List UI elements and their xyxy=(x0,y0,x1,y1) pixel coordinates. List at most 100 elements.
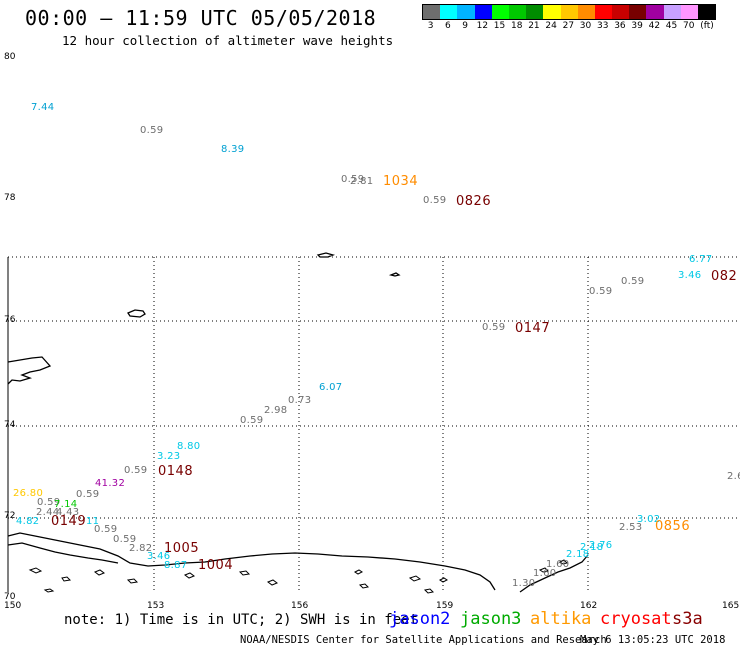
lake xyxy=(354,569,363,575)
wave-height-label: 0.59 xyxy=(341,174,365,185)
lake xyxy=(61,576,72,582)
time-label: 1034 xyxy=(383,174,419,189)
wave-height-label: 2.98 xyxy=(264,405,288,416)
satellite-legend-s3a: s3a xyxy=(672,609,703,629)
credit-line: NOAA/NESDIS Center for Satellite Applica… xyxy=(240,634,607,646)
colorbar-swatch xyxy=(577,5,595,19)
generated-timestamp: May 6 13:05:23 UTC 2018 xyxy=(580,634,726,646)
colorbar-swatch xyxy=(457,5,475,19)
wave-height-label: 2.18 xyxy=(580,542,604,553)
time-label: 0148 xyxy=(158,464,194,479)
wave-height-label: 0.59 xyxy=(76,489,100,500)
lake xyxy=(423,588,435,594)
wave-height-label: 1.30 xyxy=(512,578,536,589)
wave-height-label: 6.77 xyxy=(689,254,713,265)
island-small-b xyxy=(316,252,336,258)
wave-height-label: 4.82 xyxy=(16,516,40,527)
colorbar-label: 30 xyxy=(579,21,592,31)
wave-height-label: 3.46 xyxy=(678,270,702,281)
map-subtitle: 12 hour collection of altimeter wave hei… xyxy=(62,33,394,48)
colorbar-swatch xyxy=(560,5,578,19)
wave-height-label: 7.44 xyxy=(31,102,55,113)
lake xyxy=(238,570,251,576)
lake xyxy=(126,578,139,584)
lake xyxy=(43,588,55,593)
island-small-a xyxy=(127,309,146,318)
satellite-legend-jason2: jason2 xyxy=(389,609,451,629)
wave-height-label: 8.80 xyxy=(177,441,201,452)
colorbar-label: 70 xyxy=(683,21,695,31)
lake xyxy=(266,579,279,586)
colorbar-swatch xyxy=(594,5,613,19)
colorbar-label: 18 xyxy=(511,21,523,31)
island-small-c xyxy=(388,272,401,277)
lake xyxy=(93,569,106,576)
wave-height-label: 3.23 xyxy=(157,451,181,462)
coast-northwest xyxy=(7,356,52,385)
wave-height-label: 2.76 xyxy=(589,540,613,551)
colorbar-swatch xyxy=(680,5,698,19)
colorbar-swatch xyxy=(440,5,458,19)
time-label: 1005 xyxy=(164,541,200,556)
wave-height-label: 0.59 xyxy=(482,322,506,333)
time-label: 0149 xyxy=(51,514,87,529)
wave-height-label: 3.02 xyxy=(637,514,661,525)
time-label: 0856 xyxy=(655,519,691,534)
lon-label-159: 159 xyxy=(436,601,454,611)
coast-south xyxy=(7,532,496,591)
colorbar-swatch xyxy=(423,5,441,19)
coast-south-inlet xyxy=(7,542,119,564)
wave-height-label: 41.32 xyxy=(95,478,126,489)
wave-height-label: 8.39 xyxy=(221,144,245,155)
wave-height-label: 2.44 xyxy=(36,507,60,518)
lake xyxy=(538,567,550,573)
wave-height-label: 7.14 xyxy=(54,499,78,510)
colorbar-label: 3 xyxy=(427,21,434,31)
colorbar-swatch xyxy=(474,5,492,19)
wave-height-label: 2.18 xyxy=(566,549,590,560)
colorbar-label: 45 xyxy=(665,21,678,31)
lat-label-78: 78 xyxy=(4,193,16,203)
colorbar-swatch xyxy=(629,5,647,19)
colorbar-label: 24 xyxy=(545,21,557,31)
lat-label-80: 80 xyxy=(4,52,16,62)
wave-height-label: 26.80 xyxy=(13,488,44,499)
lake xyxy=(28,567,43,574)
satellite-legend-jason3: jason3 xyxy=(460,609,522,629)
wave-height-label: 8.87 xyxy=(164,560,188,571)
wave-height-label: 0.59 xyxy=(589,286,613,297)
lon-label-165: 165 xyxy=(722,601,740,611)
colorbar-swatch xyxy=(508,5,527,19)
lat-label-76: 76 xyxy=(4,315,16,325)
wave-height-label: 1.60 xyxy=(546,559,570,570)
wave-height-label: 2.53 xyxy=(619,522,643,533)
lake xyxy=(439,577,448,583)
wave-height-label: 3.46 xyxy=(147,551,171,562)
wave-height-label: 0.59 xyxy=(240,415,264,426)
lon-label-156: 156 xyxy=(291,601,309,611)
lon-label-153: 153 xyxy=(147,601,165,611)
wave-height-label: 11 xyxy=(86,516,100,527)
time-label: 082 xyxy=(711,269,738,284)
colorbar-label: 39 xyxy=(631,21,643,31)
satellite-legend-altika: altika xyxy=(530,609,592,629)
wave-height-label: 0.59 xyxy=(124,465,148,476)
wave-height-label: 2.82 xyxy=(129,543,153,554)
wave-height-label: 2.6 xyxy=(727,471,740,482)
wave-height-label: 0.59 xyxy=(423,195,447,206)
footnote: note: 1) Time is in UTC; 2) SWH is in fe… xyxy=(64,612,419,628)
colorbar-swatch xyxy=(646,5,664,19)
lat-label-70: 70 xyxy=(4,592,16,602)
lake xyxy=(183,572,196,579)
lat-label-74: 74 xyxy=(4,420,16,430)
lake xyxy=(559,559,568,565)
time-label: 0826 xyxy=(456,194,492,209)
colorbar-label: (ft) xyxy=(700,21,714,31)
colorbar-label: 33 xyxy=(597,21,609,31)
lon-label-150: 150 xyxy=(4,601,22,611)
map-title: 00:00 – 11:59 UTC 05/05/2018 xyxy=(25,6,377,30)
wave-height-label: 0.59 xyxy=(37,497,61,508)
colorbar-label: 15 xyxy=(493,21,506,31)
colorbar-label: 27 xyxy=(562,21,575,31)
wave-height-label: 2.81 xyxy=(350,176,374,187)
